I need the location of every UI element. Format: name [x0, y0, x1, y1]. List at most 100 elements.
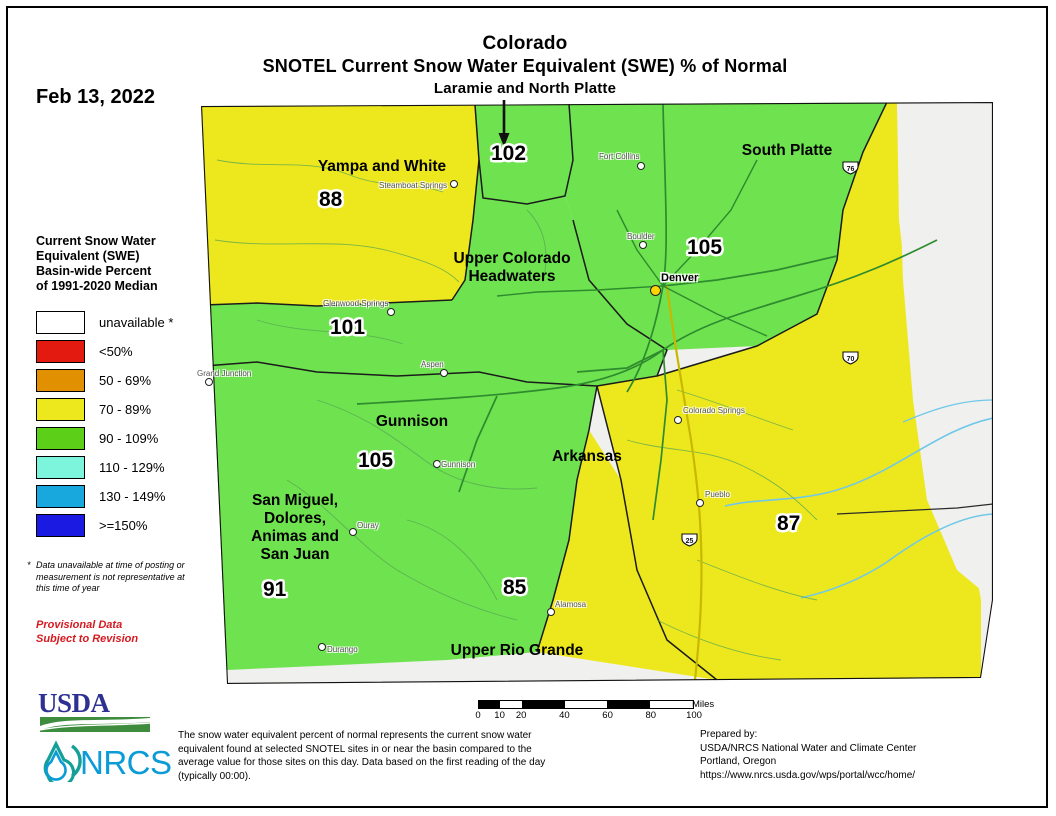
- basin-fill-yampa-white: [201, 105, 479, 306]
- scale-tick: 60: [602, 710, 613, 721]
- sub-basin-lines: [214, 159, 818, 661]
- basin-value-upper-colorado: 101: [330, 316, 366, 339]
- usda-logo-svg: USDA: [38, 688, 151, 732]
- scale-bar: 0 10 20 40 60 80 100: [475, 700, 702, 725]
- legend-swatch: [36, 485, 85, 508]
- legend-swatch: [36, 456, 85, 479]
- provisional-notice: Provisional Data Subject to Revision: [36, 618, 196, 646]
- legend-label: >=150%: [99, 518, 148, 533]
- city-label-durango: Durango: [327, 645, 358, 654]
- highways-green: [356, 103, 938, 521]
- legend-label: 70 - 89%: [99, 402, 152, 417]
- interstate-76-shield: 76: [842, 160, 859, 175]
- provisional-line-2: Subject to Revision: [36, 633, 139, 645]
- legend-title-line-3: Basin-wide Percent: [36, 264, 152, 278]
- legend-label: unavailable *: [99, 315, 174, 330]
- city-dot-durango: [318, 643, 326, 651]
- city-label-aspen: Aspen: [421, 360, 444, 369]
- laramie-pointer-arrow: [496, 100, 512, 148]
- city-dot-glenwood-springs: [387, 308, 395, 316]
- shield-label-76: 76: [847, 166, 855, 173]
- legend-label: 110 - 129%: [99, 460, 165, 475]
- river-branch: [902, 399, 993, 423]
- legend-label: 50 - 69%: [99, 373, 152, 388]
- legend-item: 110 - 129%: [36, 453, 206, 482]
- usda-white-swoosh: [40, 718, 150, 730]
- usda-nrcs-logo: USDA NRCS: [36, 686, 186, 788]
- nrcs-arc: [70, 744, 82, 778]
- legend-swatch: [36, 311, 85, 334]
- nrcs-logo-svg: NRCS: [43, 740, 172, 788]
- basin-label-upper-rio-grande: Upper Rio Grande: [397, 642, 637, 660]
- scale-tick: 10: [494, 710, 505, 721]
- scale-tick: 40: [559, 710, 570, 721]
- shield-label-70: 70: [847, 356, 855, 363]
- basin-label-line: South Platte: [741, 142, 833, 159]
- city-label-alamosa: Alamosa: [555, 600, 587, 609]
- city-label-fort-collins: Fort Collins: [599, 152, 640, 161]
- arkansas-east-fill: [797, 220, 981, 680]
- usda-logo: USDA: [36, 686, 166, 734]
- basin-boundaries: [204, 102, 888, 681]
- river-south-platte-east: [724, 417, 993, 507]
- scale-seg-20-40: [521, 701, 565, 708]
- scale-tick: 0: [475, 710, 481, 721]
- highway-i25: [665, 285, 703, 681]
- prepared-by-label: Prepared by:: [700, 729, 758, 740]
- legend-label: <50%: [99, 344, 133, 359]
- basin-value-laramie-north-platte: 102: [491, 142, 527, 165]
- legend-label: 90 - 109%: [99, 431, 159, 446]
- basin-label-upper-colorado: Upper Colorado Headwaters: [412, 250, 612, 286]
- city-dot-denver: [650, 285, 661, 296]
- legend-title-line-1: Current Snow Water: [36, 234, 156, 248]
- basin-label-line: San Miguel,: [251, 492, 339, 509]
- eastern-plains-unavailable-3: [887, 102, 993, 600]
- legend-swatch: [36, 514, 85, 537]
- legend-swatch: [36, 340, 85, 363]
- scale-tick-labels: 0 10 20 40 60 80 100: [475, 709, 702, 725]
- basin-label-line: Headwaters: [468, 268, 556, 285]
- city-label-denver: Denver: [661, 272, 699, 284]
- city-dot-boulder: [639, 241, 647, 249]
- laramie-north-platte-label: Laramie and North Platte: [433, 80, 617, 97]
- city-label-ouray: Ouray: [357, 521, 379, 530]
- basin-fill-laramie-north-platte: [475, 104, 573, 204]
- city-label-glenwood-springs: Glenwood Springs: [323, 299, 389, 308]
- basin-label-south-platte: South Platte: [697, 142, 877, 160]
- page-title: Colorado: [482, 33, 568, 54]
- legend-swatch: [36, 398, 85, 421]
- basin-value-gunnison: 105: [358, 449, 394, 472]
- basin-label-line: Upper Rio Grande: [450, 642, 584, 659]
- page-border: [6, 6, 1048, 808]
- interstate-25-shield: 25: [681, 532, 698, 547]
- usda-wordmark: USDA: [38, 688, 111, 718]
- basin-value-yampa-white: 88: [319, 188, 343, 211]
- city-dot-grand-junction: [205, 378, 213, 386]
- map-date: Feb 13, 2022: [36, 86, 155, 108]
- scale-seg-60-80: [607, 701, 651, 708]
- footnote-text: Data unavailable at time of posting or m…: [36, 560, 185, 593]
- legend-title-line-4: of 1991-2020 Median: [36, 279, 158, 293]
- city-label-pueblo: Pueblo: [705, 490, 730, 499]
- basin-fill-upper-colorado: [205, 160, 667, 386]
- nrcs-droplet-inner: [45, 749, 67, 781]
- scale-unit-label: Miles: [692, 699, 715, 710]
- scale-seg-80-100: [650, 701, 693, 708]
- legend-item: 50 - 69%: [36, 366, 206, 395]
- legend-item: >=150%: [36, 511, 206, 540]
- city-label-grand-junction: Grand Junction: [197, 369, 252, 378]
- basin-fill-upper-rio-grande: [537, 430, 717, 680]
- city-dot-ouray: [349, 528, 357, 536]
- scale-tick: 80: [645, 710, 657, 721]
- legend-title: Current Snow Water Equivalent (SWE) Basi…: [36, 234, 196, 294]
- legend-item: 130 - 149%: [36, 482, 206, 511]
- colorado-basin-map[interactable]: Fort Collins Steamboat Springs Boulder D…: [197, 100, 995, 688]
- prepared-by-url[interactable]: https://www.nrcs.usda.gov/wps/portal/wcc…: [700, 769, 916, 781]
- basin-fill-south-platte: [565, 102, 887, 350]
- legend-label: 130 - 149%: [99, 489, 166, 504]
- scale-seg-40-60: [564, 701, 608, 708]
- legend-item: <50%: [36, 337, 206, 366]
- basin-label-line: Animas and: [251, 528, 339, 545]
- interstate-70-shield: 70: [842, 350, 859, 365]
- legend-footnote: * Data unavailable at time of posting or…: [27, 560, 186, 595]
